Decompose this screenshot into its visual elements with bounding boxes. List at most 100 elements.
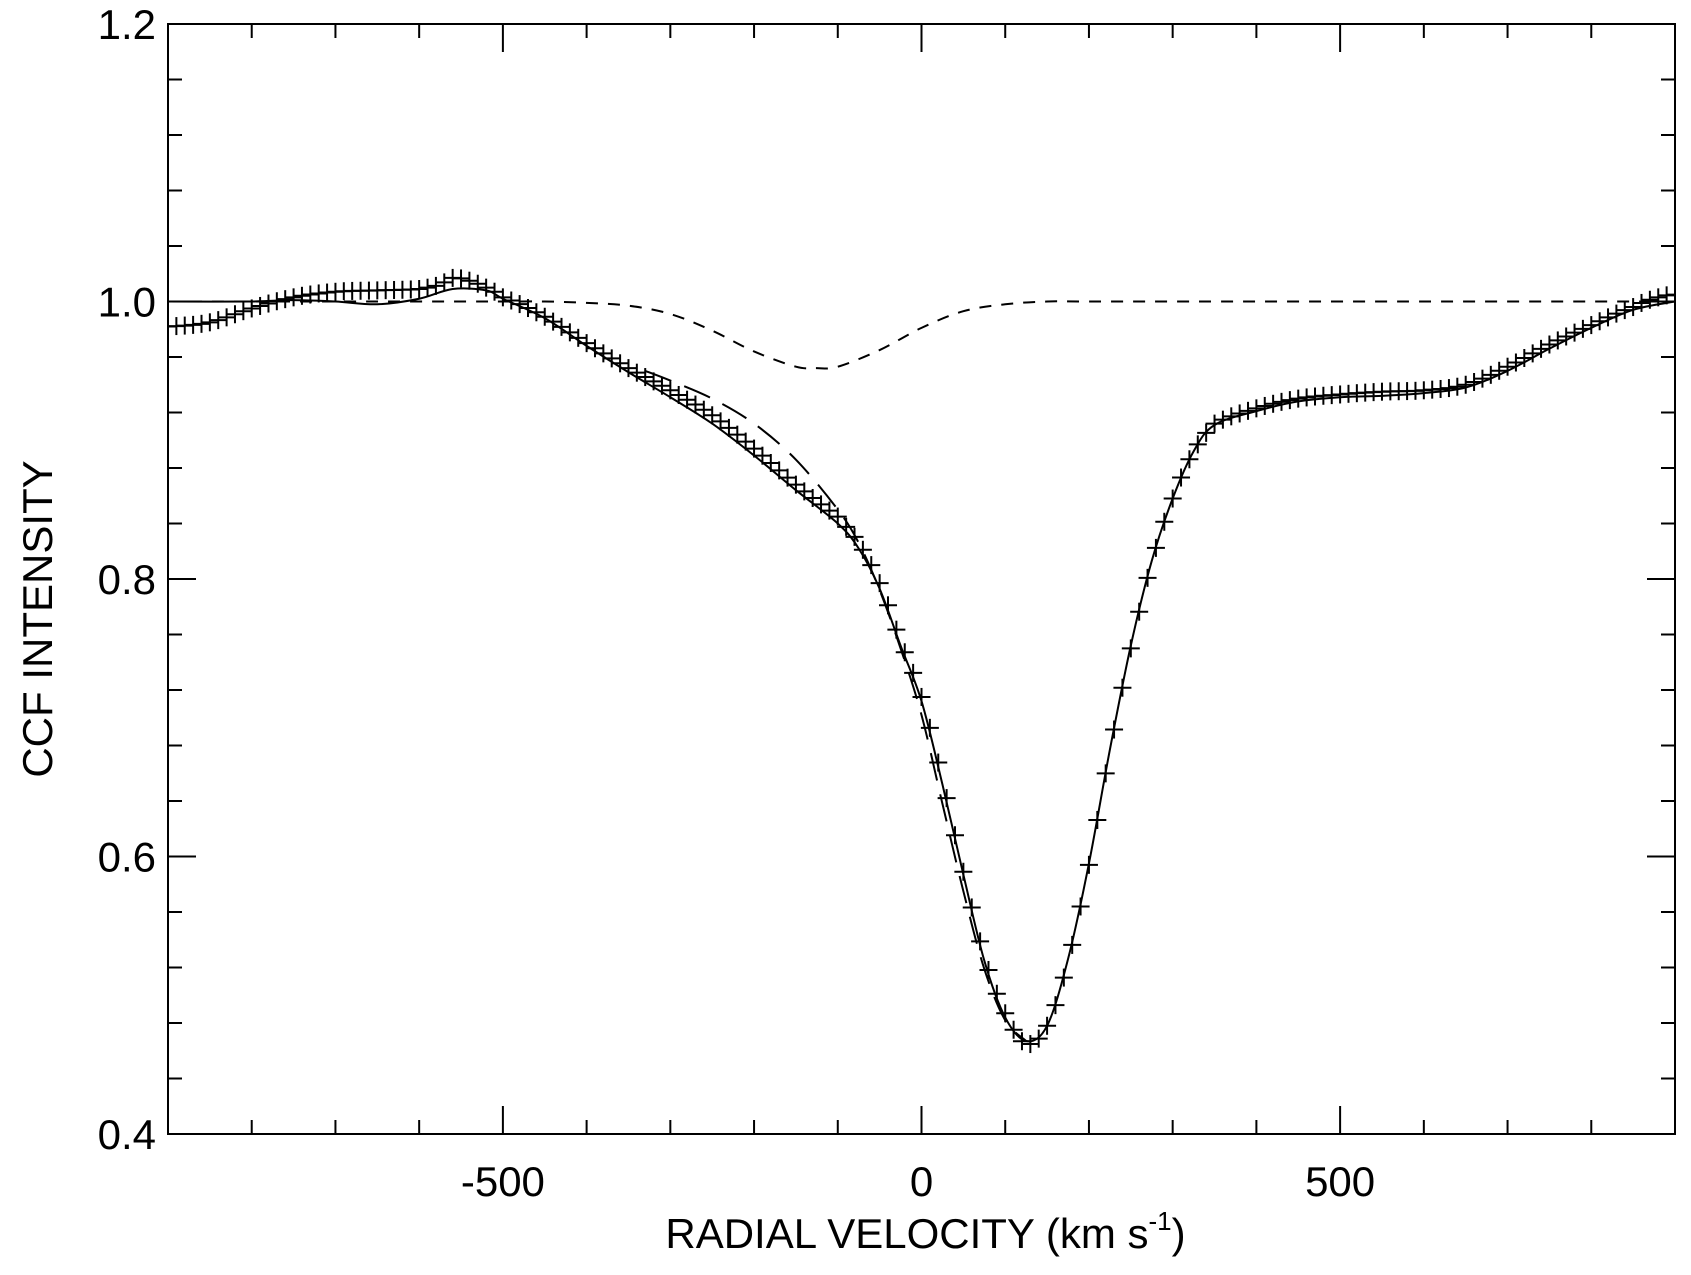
y-tick-label: 1.0 bbox=[98, 279, 156, 326]
observed-point bbox=[1038, 1016, 1057, 1035]
observed-point bbox=[1096, 764, 1115, 783]
observed-point bbox=[468, 274, 487, 293]
observed-point bbox=[1264, 394, 1283, 413]
observed-point bbox=[1046, 996, 1065, 1015]
observed-markers bbox=[168, 268, 1675, 1054]
observed-point bbox=[954, 862, 973, 881]
observed-point bbox=[887, 620, 906, 639]
observed-point bbox=[1063, 935, 1082, 954]
observed-point bbox=[1666, 285, 1675, 304]
observed-point bbox=[770, 461, 789, 480]
observed-point bbox=[1532, 339, 1551, 358]
observed-point bbox=[426, 276, 445, 295]
observed-point bbox=[753, 446, 772, 465]
observed-point bbox=[996, 1004, 1015, 1023]
x-axis-title-prefix: RADIAL VELOCITY (km s bbox=[665, 1210, 1148, 1257]
observed-point bbox=[879, 596, 898, 615]
observed-point bbox=[184, 315, 203, 334]
observed-point bbox=[217, 308, 236, 327]
observed-point bbox=[912, 687, 931, 706]
observed-point bbox=[1448, 377, 1467, 396]
observed-point bbox=[452, 269, 471, 288]
observed-point bbox=[904, 663, 923, 682]
observed-point bbox=[1456, 375, 1475, 394]
observed-point bbox=[1113, 678, 1132, 697]
observed-point bbox=[1640, 290, 1659, 309]
observed-point bbox=[1498, 357, 1517, 376]
y-axis-title: CCF INTENSITY bbox=[14, 460, 61, 777]
observed-point bbox=[292, 286, 311, 305]
observed-point bbox=[418, 278, 437, 297]
observed-point bbox=[1146, 538, 1165, 557]
series-layer bbox=[168, 287, 1675, 1043]
observed-point bbox=[251, 296, 270, 315]
observed-point bbox=[1599, 308, 1618, 327]
observed-point bbox=[1029, 1029, 1048, 1048]
observed-point bbox=[1197, 423, 1216, 442]
observed-point bbox=[1230, 404, 1249, 423]
observed-point bbox=[1523, 344, 1542, 363]
observed-point bbox=[987, 984, 1006, 1003]
observed-point bbox=[510, 295, 529, 314]
observed-point bbox=[1239, 401, 1258, 420]
observed-point bbox=[1172, 468, 1191, 487]
observed-point bbox=[519, 299, 538, 318]
observed-point bbox=[1247, 399, 1266, 418]
y-tick-label: 1.2 bbox=[98, 1, 156, 48]
observed-point bbox=[661, 381, 680, 400]
observed-point bbox=[1540, 335, 1559, 354]
observed-point bbox=[1272, 392, 1291, 411]
series-line-solid bbox=[168, 287, 1675, 1043]
observed-point bbox=[1515, 348, 1534, 367]
observed-point bbox=[1155, 512, 1174, 531]
observed-point bbox=[410, 280, 429, 299]
observed-point bbox=[527, 303, 546, 322]
observed-point bbox=[435, 273, 454, 292]
observed-point bbox=[1213, 410, 1232, 429]
observed-point bbox=[1624, 298, 1643, 317]
x-axis-title-suffix: ) bbox=[1172, 1210, 1186, 1257]
observed-point bbox=[1205, 414, 1224, 433]
observed-point bbox=[962, 898, 981, 917]
observed-point bbox=[853, 540, 872, 559]
observed-point bbox=[1054, 968, 1073, 987]
observed-point bbox=[1289, 389, 1308, 408]
observed-point bbox=[284, 288, 303, 307]
plot-frame bbox=[167, 23, 1676, 1135]
observed-point bbox=[895, 643, 914, 662]
y-tick-label: 0.6 bbox=[98, 834, 156, 881]
observed-point bbox=[920, 718, 939, 737]
observed-point bbox=[929, 753, 948, 772]
observed-point bbox=[1548, 331, 1567, 350]
observed-point bbox=[1079, 855, 1098, 874]
observed-point bbox=[477, 278, 496, 297]
observed-point bbox=[1088, 810, 1107, 829]
observed-point bbox=[1439, 379, 1458, 398]
observed-point bbox=[1222, 407, 1241, 426]
observed-point bbox=[1632, 293, 1651, 312]
observed-point bbox=[276, 290, 295, 309]
observed-point bbox=[1649, 288, 1668, 307]
observed-point bbox=[1138, 568, 1157, 587]
tick-labels: -500 0 500 0.4 0.6 0.8 1.0 1.2 bbox=[98, 1, 1376, 1205]
observed-point bbox=[1557, 327, 1576, 346]
observed-point bbox=[1615, 301, 1634, 320]
y-tick-label: 0.4 bbox=[98, 1111, 156, 1158]
x-tick-label: 0 bbox=[910, 1158, 933, 1205]
observed-point bbox=[1481, 365, 1500, 384]
observed-point bbox=[745, 439, 764, 458]
observed-point bbox=[627, 363, 646, 382]
observed-point bbox=[1506, 353, 1525, 372]
series-line-long-dash bbox=[644, 369, 1027, 1042]
observed-point bbox=[945, 826, 964, 845]
observed-point bbox=[225, 305, 244, 324]
observed-point bbox=[1121, 639, 1140, 658]
observed-point bbox=[1607, 304, 1626, 323]
observed-point bbox=[1130, 602, 1149, 621]
x-tick-label: 500 bbox=[1305, 1158, 1375, 1205]
observed-point bbox=[200, 313, 219, 332]
observed-point bbox=[971, 932, 990, 951]
observed-point bbox=[242, 299, 261, 318]
observed-point bbox=[1255, 396, 1274, 415]
